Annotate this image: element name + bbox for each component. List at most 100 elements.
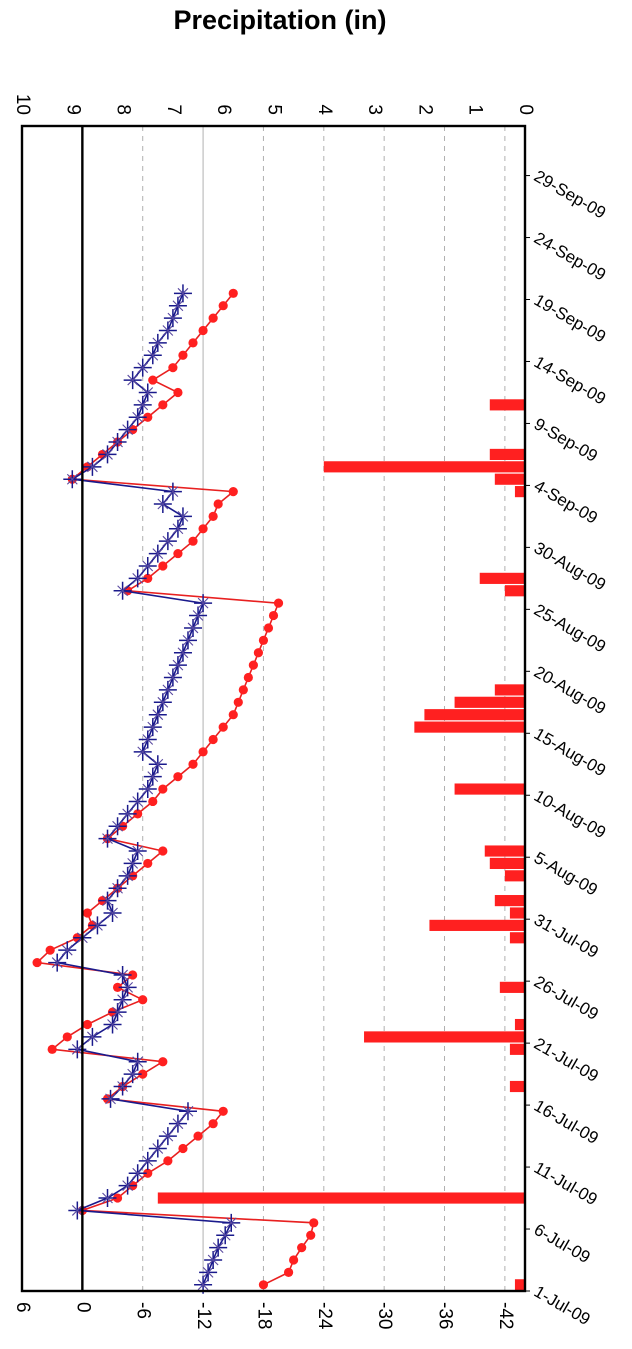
red-series-point — [213, 499, 223, 509]
red-series-point — [198, 325, 208, 336]
blue-series-point — [103, 903, 122, 922]
red-series-point — [309, 1218, 319, 1228]
red-series-point — [173, 548, 183, 559]
blue-series-point — [158, 321, 177, 340]
blue-series-point — [83, 1027, 102, 1046]
blue-series-point — [168, 519, 187, 538]
precip-bar — [514, 1018, 525, 1031]
red-series-point — [32, 957, 42, 968]
red-series-point — [188, 759, 198, 769]
red-series-point — [138, 1069, 148, 1079]
left-tick-label: 6 — [12, 1302, 33, 1313]
left-tick-label: -6 — [133, 1302, 154, 1319]
blue-series-point — [168, 1114, 187, 1133]
blue-series-point — [158, 680, 177, 699]
blue-series-point — [113, 1077, 132, 1096]
precip-bar — [479, 572, 525, 584]
blue-series-point — [209, 1238, 228, 1257]
plot-border — [20, 124, 527, 1293]
blue-series-point — [68, 1201, 87, 1220]
precip-bar — [429, 919, 525, 931]
right-tick-label: 7 — [163, 104, 184, 115]
blue-series-point — [123, 1065, 142, 1084]
red-series-point — [208, 313, 218, 323]
right-tick-label: 9 — [62, 104, 83, 115]
date-tick-label: 20-Aug-09 — [531, 662, 609, 718]
precip-bar — [484, 845, 525, 857]
red-series-point — [283, 1267, 294, 1278]
blue-series-point — [118, 978, 137, 997]
red-series-point — [306, 1230, 316, 1240]
blue-series-point — [63, 470, 82, 489]
precipitation-bars — [157, 399, 525, 1291]
red-series-point — [112, 982, 123, 992]
red-series-point — [188, 536, 198, 546]
right-tick-label: 2 — [414, 104, 435, 115]
blue-series-point — [138, 1151, 157, 1170]
precip-bar — [454, 696, 525, 708]
red-series-point — [143, 412, 153, 422]
red-series-point — [133, 809, 143, 819]
red-series-point — [45, 945, 55, 955]
blue-series-point — [173, 643, 192, 662]
precip-bar — [489, 448, 525, 461]
blue-series-point — [88, 916, 107, 935]
blue-series-point — [138, 556, 157, 575]
date-tick-label: 4-Sep-09 — [531, 476, 601, 527]
red-series-point — [297, 1243, 307, 1253]
right-axis: 10 9 8 7 6 5 4 3 2 1 0 — [12, 94, 536, 116]
blue-series-point — [199, 1263, 218, 1282]
precip-bar — [424, 709, 525, 721]
blue-series-point — [113, 965, 132, 984]
blue-series-point — [118, 1176, 137, 1195]
red-series-point — [173, 772, 183, 782]
red-series-point — [138, 995, 148, 1005]
left-tick-label: -30 — [374, 1302, 395, 1329]
precip-bar — [494, 684, 525, 696]
red-series-point — [273, 598, 284, 608]
precip-bar — [514, 486, 525, 498]
red-series-point — [143, 858, 153, 869]
blue-series-point — [222, 1213, 241, 1232]
date-tick-label: 16-Jul-09 — [531, 1096, 602, 1148]
blue-series-point — [148, 755, 167, 774]
blue-series-point — [194, 594, 213, 613]
red-series-point — [178, 350, 188, 360]
red-series-point — [208, 1119, 218, 1129]
red-series-point — [82, 1019, 92, 1030]
red-series-point — [253, 648, 264, 658]
precip-bar — [509, 1043, 525, 1055]
date-axis: 1-Jul-09 6-Jul-09 11-Jul-09 16-Jul-09 21-Jul… — [525, 166, 609, 1329]
blue-series-point — [173, 284, 192, 303]
blue-series-point — [83, 457, 102, 476]
blue-series-point — [108, 817, 127, 836]
red-series-point — [112, 1193, 123, 1203]
blue-series-point — [113, 990, 132, 1009]
red-series-point — [143, 1168, 153, 1178]
blue-series-point — [204, 1251, 223, 1270]
red-series-point — [233, 697, 243, 707]
blue-series-point — [48, 953, 67, 972]
date-tick-label: 24-Sep-09 — [531, 228, 609, 284]
blue-series-point — [173, 507, 192, 526]
blue-series-point — [68, 1040, 87, 1059]
precip-bar — [494, 473, 525, 485]
right-tick-label: 4 — [314, 104, 335, 115]
precip-bar — [499, 981, 525, 993]
left-tick-label: -24 — [314, 1302, 335, 1330]
right-tick-label: 1 — [465, 104, 486, 115]
series-layer — [32, 284, 319, 1294]
blue-series-point — [138, 780, 157, 799]
date-tick-label: 1-Jul-09 — [531, 1282, 594, 1329]
blue-series-point — [118, 866, 137, 885]
date-tick-label: 26-Jul-09 — [531, 972, 602, 1024]
blue-series-point — [158, 1127, 177, 1146]
blue-series-point — [178, 1102, 197, 1121]
blue-series-point — [168, 296, 187, 315]
red-series-point — [128, 970, 138, 980]
blue-series-point — [128, 1164, 147, 1183]
blue-series-point — [98, 445, 117, 464]
red-series-point — [248, 660, 258, 670]
right-tick-label: 6 — [213, 104, 234, 115]
